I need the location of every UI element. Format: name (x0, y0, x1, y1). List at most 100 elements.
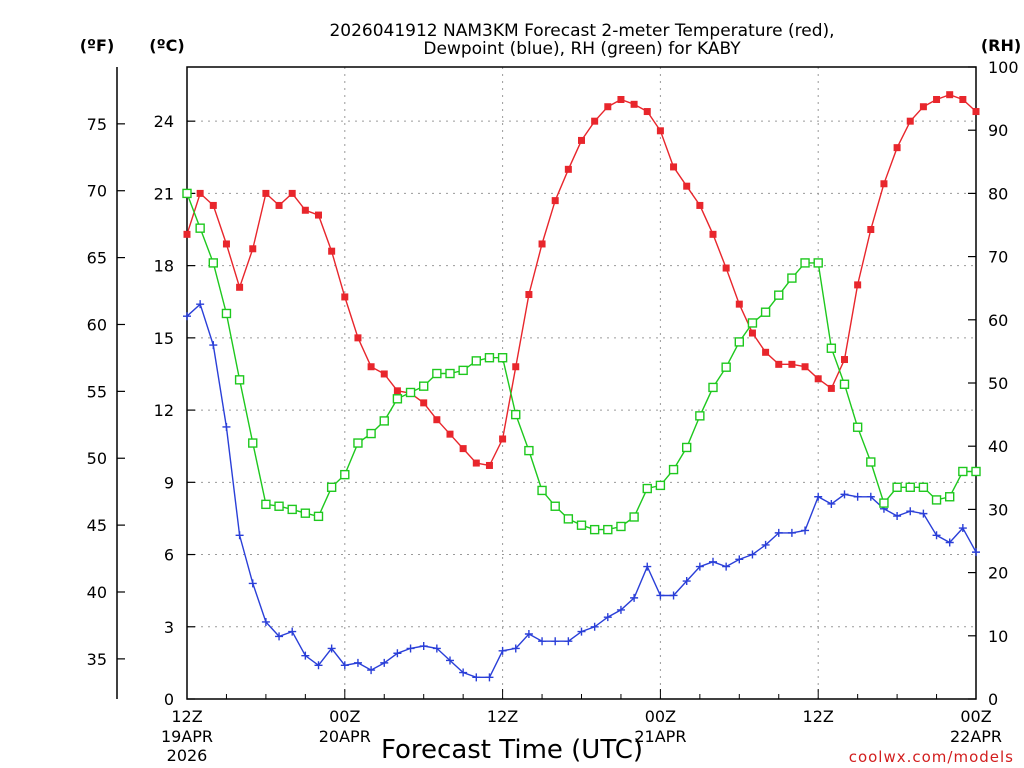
dewpoint-point (919, 509, 928, 518)
rh-point (445, 368, 455, 379)
time-tick-label: 00Z (645, 707, 676, 726)
temperature-point (249, 245, 257, 253)
dewpoint-point (196, 300, 205, 309)
temperature-point (735, 300, 743, 308)
rh-unit-label: (RH) (981, 36, 1021, 55)
temperature-point (367, 363, 375, 371)
time-date-label: 20APR (319, 727, 371, 746)
rh-point (537, 485, 547, 496)
rh-tick-label: 70 (988, 248, 1008, 267)
rh-point (971, 466, 981, 477)
rh-point (182, 188, 192, 199)
rh-point (353, 438, 363, 448)
rh-point (603, 524, 613, 535)
temperature-point (328, 247, 336, 255)
time-year-label: 2026 (167, 746, 208, 765)
temperature-point (670, 163, 678, 171)
dewpoint-point (735, 555, 744, 564)
rh-point (550, 501, 560, 511)
temperature-point (617, 96, 625, 104)
dewpoint-point (367, 666, 376, 675)
dewpoint-point (827, 499, 836, 508)
dewpoint-point (485, 673, 494, 682)
rh-point (419, 381, 429, 391)
dewpoint-point (353, 658, 362, 667)
temperature-point (933, 96, 941, 104)
dewpoint-point (972, 548, 980, 557)
rh-tick-label: 50 (988, 374, 1008, 393)
dewpoint-point (327, 644, 336, 653)
temperature-point (315, 211, 322, 219)
data-series (182, 91, 981, 682)
dewpoint-point (656, 591, 665, 600)
celsius-tick-label: 21 (154, 184, 174, 203)
dewpoint-point (577, 627, 586, 636)
celsius-tick-label: 6 (164, 546, 174, 565)
rh-point (655, 480, 666, 491)
temperature-point (591, 117, 599, 125)
temperature-point (906, 117, 914, 125)
dewpoint-point (722, 562, 731, 571)
rh-point (800, 258, 810, 268)
rh-point (300, 508, 311, 518)
rh-point (287, 504, 297, 515)
dewpoint-point (511, 644, 520, 653)
rh-tick-label: 100 (988, 58, 1019, 77)
dewpoint-point (314, 661, 323, 670)
celsius-tick-label: 12 (154, 401, 174, 420)
time-tick-label: 12Z (487, 707, 518, 726)
temperature-point (433, 416, 441, 424)
rh-point (326, 482, 337, 492)
temperature-point (196, 189, 204, 197)
temperature-point (420, 399, 428, 407)
fahrenheit-axis: 35 40 45 50 55 60 65 70 75 (87, 115, 125, 669)
dewpoint-point (380, 658, 389, 667)
temperature-point (946, 91, 954, 99)
title-line-2: Dewpoint (blue), RH (green) for KABY (423, 39, 741, 59)
temperature-point (275, 201, 283, 209)
temperature-point (499, 435, 507, 443)
temperature-point (301, 206, 309, 214)
rh-point (366, 428, 376, 439)
temperature-point (354, 334, 362, 342)
time-date-label: 21APR (634, 727, 686, 746)
dewpoint-point (695, 562, 704, 571)
dewpoint-point (945, 538, 954, 547)
rh-point (918, 482, 929, 492)
temperature-point (393, 387, 401, 395)
dewpoint-point (432, 644, 441, 653)
rh-point (931, 495, 942, 505)
fahrenheit-tick-label: 70 (87, 182, 107, 201)
rh-point (695, 411, 705, 421)
dewpoint-point (248, 579, 257, 588)
dewpoint-point (787, 528, 796, 537)
dewpoint-point (761, 540, 770, 549)
dewpoint-point (472, 673, 481, 682)
rh-point (234, 375, 245, 385)
fahrenheit-tick-label: 65 (87, 249, 107, 268)
rh-tick-label: 80 (988, 184, 1008, 203)
dewpoint-point (906, 507, 915, 516)
temperature-point (880, 180, 888, 188)
temperature-point (459, 445, 467, 453)
rh-point (905, 482, 915, 492)
fahrenheit-tick-label: 75 (87, 115, 107, 134)
dewpoint-point (748, 550, 757, 559)
dewpoint-point (564, 637, 573, 646)
celsius-tick-label: 3 (164, 618, 174, 637)
dewpoint-point (643, 562, 652, 571)
celsius-tick-label: 9 (164, 473, 174, 492)
dewpoint-point (801, 526, 810, 535)
dewpoint-point (682, 577, 691, 586)
rh-point (432, 368, 442, 379)
temperature-point (485, 461, 493, 469)
rh-point (813, 258, 823, 268)
series-2-meter-temperature (183, 91, 980, 469)
rh-point (313, 511, 324, 522)
dewpoint-point (709, 557, 717, 566)
temperature-point (446, 430, 454, 438)
chart-title: 2026041912 NAM3KM Forecast 2-meter Tempe… (329, 21, 834, 59)
rh-point (589, 524, 600, 535)
celsius-tick-label: 24 (154, 112, 174, 131)
